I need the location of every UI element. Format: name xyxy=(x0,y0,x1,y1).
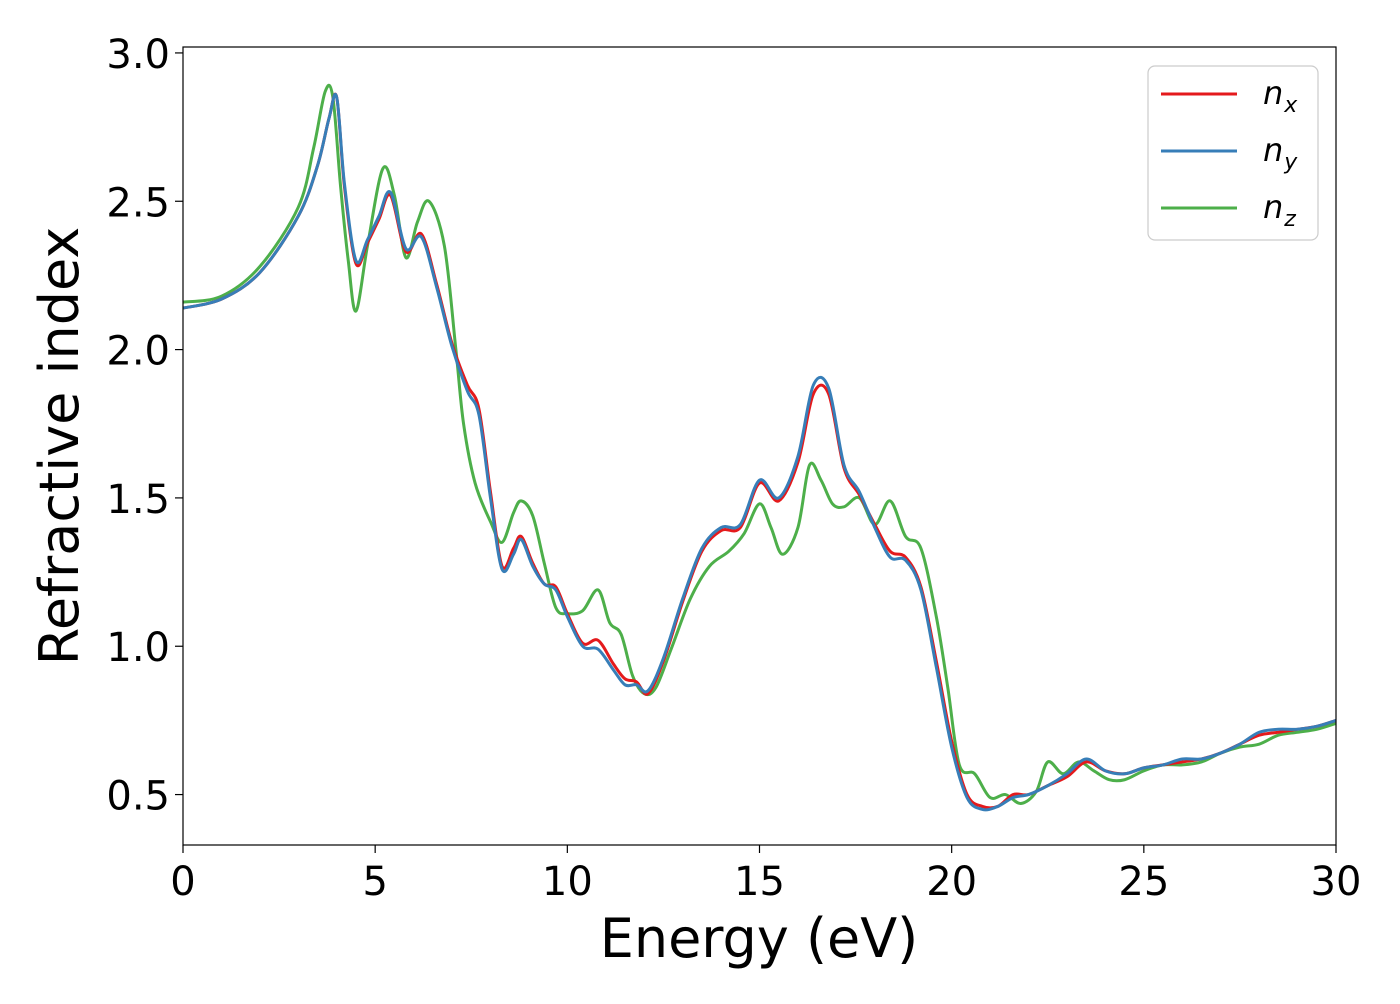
x-tick-label: 5 xyxy=(362,859,387,905)
x-tick-label: 15 xyxy=(734,859,785,905)
legend-label: nx xyxy=(1263,74,1298,118)
y-tick-label: 2.0 xyxy=(106,329,170,375)
x-axis-title: Energy (eV) xyxy=(600,907,919,970)
y-axis-title: Refractive index xyxy=(28,227,91,666)
x-tick-label: 20 xyxy=(926,859,977,905)
series-layer xyxy=(183,83,1336,812)
ticks-layer: 0 5 10 15 20 25 30 0.5 1.0 1.5 2.0 2.5 3.0 xyxy=(106,32,1361,905)
y-tick-label: 2.5 xyxy=(106,180,170,226)
series-line-n-y xyxy=(183,92,1336,812)
y-tick-label: 0.5 xyxy=(106,774,170,820)
legend-box xyxy=(1147,65,1319,241)
y-tick-label: 1.5 xyxy=(106,477,170,523)
x-tick-label: 30 xyxy=(1311,859,1362,905)
x-tick-label: 0 xyxy=(170,859,195,905)
y-tick-label: 3.0 xyxy=(106,32,170,78)
y-tick-label: 1.0 xyxy=(106,625,170,671)
x-tick-label: 25 xyxy=(1118,859,1169,905)
x-tick-label: 10 xyxy=(542,859,593,905)
legend-entry-n-x: nx xyxy=(1161,74,1298,118)
